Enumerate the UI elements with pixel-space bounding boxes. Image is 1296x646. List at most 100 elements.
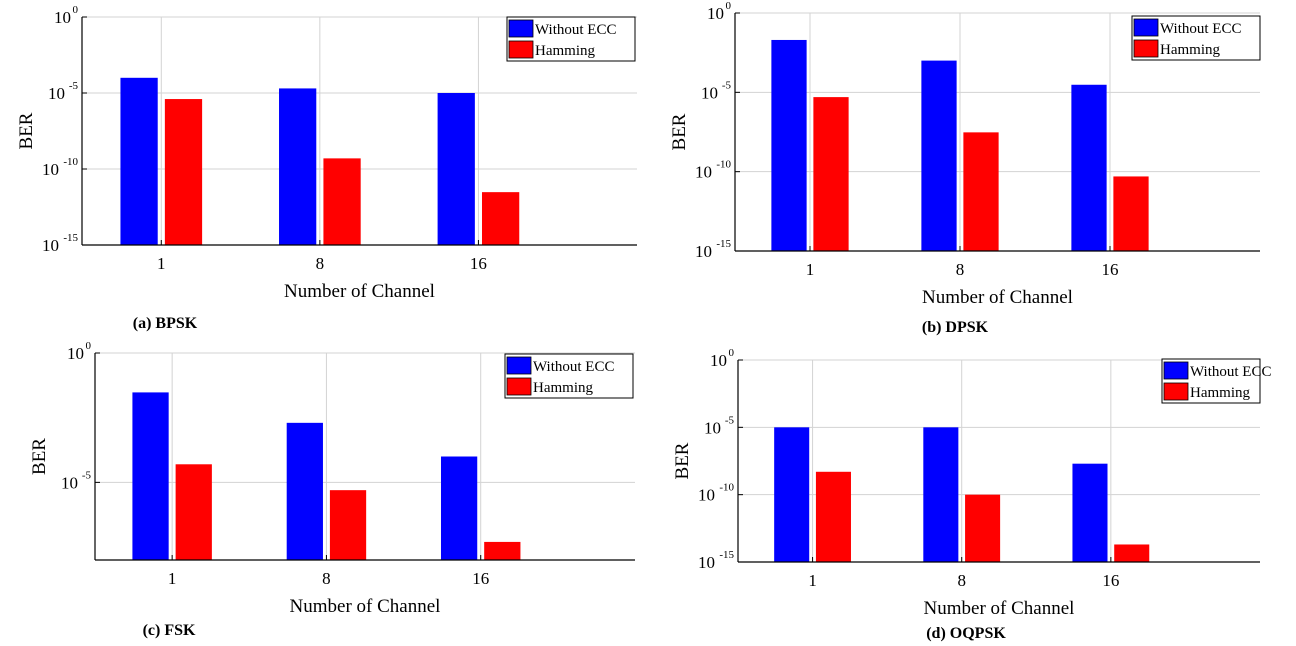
y-tick-label: -5 10 xyxy=(704,414,734,437)
legend: Without ECC Hamming xyxy=(1161,358,1271,404)
bar-hamming-8 xyxy=(329,490,367,560)
legend-label-without-ecc: Without ECC xyxy=(535,22,616,38)
legend: Without ECC Hamming xyxy=(506,16,636,62)
y-tick-label: -5 10 xyxy=(701,79,731,102)
y-tick-exponent: -15 xyxy=(63,232,78,244)
y-axis-title: BER xyxy=(669,113,690,150)
y-tick-exponent: 0 xyxy=(729,347,735,359)
legend-label-hamming: Hamming xyxy=(1190,385,1250,401)
bar-without-ecc-8 xyxy=(923,427,959,562)
y-tick-base: 10 xyxy=(67,344,84,363)
legend-swatch-hamming xyxy=(1163,382,1189,401)
y-tick-exponent: 0 xyxy=(86,340,92,352)
y-tick-base: 10 xyxy=(695,163,712,182)
y-tick-base: 10 xyxy=(701,83,718,102)
legend-swatch-without-ecc xyxy=(1133,18,1159,37)
panel-caption: (a) BPSK xyxy=(133,315,198,332)
y-tick-base: 10 xyxy=(54,8,71,27)
panel-caption: (b) DPSK xyxy=(922,319,989,336)
legend-label-without-ecc: Without ECC xyxy=(1160,21,1241,37)
legend-swatch-without-ecc xyxy=(508,19,534,38)
y-tick-base: 10 xyxy=(42,236,59,255)
x-tick-label: 16 xyxy=(472,569,489,588)
legend-label-without-ecc: Without ECC xyxy=(1190,364,1271,380)
legend: Without ECC Hamming xyxy=(504,353,634,399)
y-tick-label: -5 10 xyxy=(61,469,91,492)
x-tick-label: 8 xyxy=(316,254,325,273)
legend-swatch-hamming xyxy=(1133,39,1159,58)
bar-without-ecc-16 xyxy=(1071,84,1107,252)
legend-swatch-hamming xyxy=(508,40,534,59)
x-tick-label: 1 xyxy=(808,571,817,590)
x-tick-label: 8 xyxy=(322,569,331,588)
bar-hamming-1 xyxy=(164,99,203,245)
y-tick-base: 10 xyxy=(704,418,721,437)
y-tick-exponent: -5 xyxy=(725,414,735,426)
y-axis-title: BER xyxy=(29,438,50,475)
x-tick-label: 1 xyxy=(168,569,177,588)
x-axis-title: Number of Channel xyxy=(924,598,1075,619)
y-tick-label: -15 10 xyxy=(695,238,731,261)
panel-caption: (d) OQPSK xyxy=(926,625,1006,642)
y-tick-label: -10 10 xyxy=(42,156,78,179)
legend-label-hamming: Hamming xyxy=(535,43,595,59)
bar-hamming-1 xyxy=(813,97,849,251)
bar-without-ecc-1 xyxy=(771,39,807,252)
panel-caption: (c) FSK xyxy=(143,622,196,639)
y-tick-exponent: -5 xyxy=(82,469,92,481)
bar-hamming-1 xyxy=(175,464,212,560)
bar-without-ecc-1 xyxy=(132,392,169,560)
y-tick-base: 10 xyxy=(698,486,715,505)
y-tick-label: -10 10 xyxy=(698,482,734,505)
y-tick-base: 10 xyxy=(695,242,712,261)
bar-without-ecc-8 xyxy=(921,60,957,251)
y-tick-base: 10 xyxy=(48,84,65,103)
bar-without-ecc-1 xyxy=(774,427,810,562)
y-tick-exponent: -10 xyxy=(719,482,734,494)
y-tick-exponent: -10 xyxy=(63,156,78,168)
y-tick-label: -15 10 xyxy=(698,549,734,572)
y-tick-label: 010 xyxy=(67,340,92,363)
bar-hamming-16 xyxy=(1113,176,1149,251)
y-tick-base: 10 xyxy=(61,473,78,492)
legend-swatch-without-ecc xyxy=(1163,361,1189,380)
legend-label-hamming: Hamming xyxy=(1160,42,1220,58)
y-tick-base: 10 xyxy=(698,553,715,572)
y-tick-exponent: -5 xyxy=(69,80,79,92)
x-tick-label: 16 xyxy=(470,254,487,273)
y-tick-label: -5 10 xyxy=(48,80,78,103)
legend: Without ECC Hamming xyxy=(1131,15,1261,61)
y-tick-label: -10 10 xyxy=(695,159,731,182)
y-tick-label: -15 10 xyxy=(42,232,78,255)
bar-hamming-16 xyxy=(484,541,521,560)
x-axis-title: Number of Channel xyxy=(922,287,1073,308)
y-tick-label: 010 xyxy=(54,4,79,27)
y-tick-base: 10 xyxy=(42,160,59,179)
y-axis-title: BER xyxy=(16,112,37,149)
bar-without-ecc-8 xyxy=(279,88,317,245)
y-tick-exponent: 0 xyxy=(73,4,79,16)
y-tick-exponent: -15 xyxy=(716,238,731,250)
x-tick-label: 1 xyxy=(157,254,166,273)
y-tick-exponent: 0 xyxy=(726,0,732,12)
x-tick-label: 1 xyxy=(806,260,815,279)
y-axis-title: BER xyxy=(672,442,693,479)
bar-hamming-16 xyxy=(481,192,520,245)
x-tick-label: 16 xyxy=(1102,260,1119,279)
y-tick-label: 010 xyxy=(710,347,735,370)
legend-swatch-without-ecc xyxy=(506,356,532,375)
y-tick-base: 10 xyxy=(710,351,727,370)
x-axis-title: Number of Channel xyxy=(290,596,441,617)
x-tick-label: 8 xyxy=(957,571,966,590)
y-tick-exponent: -10 xyxy=(716,159,731,171)
bar-without-ecc-16 xyxy=(440,456,478,560)
bar-without-ecc-1 xyxy=(120,77,158,245)
legend-label-without-ecc: Without ECC xyxy=(533,359,614,375)
x-tick-label: 16 xyxy=(1102,571,1119,590)
y-tick-base: 10 xyxy=(707,4,724,23)
